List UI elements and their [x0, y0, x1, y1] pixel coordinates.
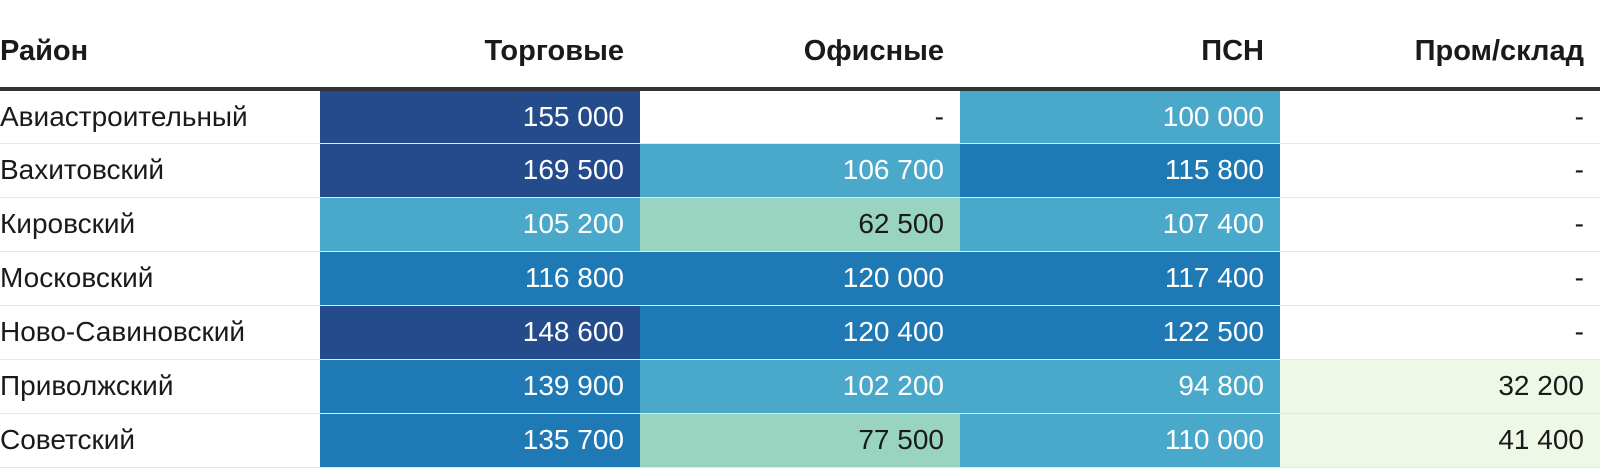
- heatmap-cell: 107 400: [960, 197, 1280, 252]
- district-name: Московский: [0, 251, 320, 306]
- table-body: Авиастроительный 155 000-100 000- Вахитовс…: [0, 89, 1600, 468]
- heatmap-cell: 135 700: [320, 413, 640, 468]
- column-header-1: Торговые: [320, 0, 640, 91]
- heatmap-cell: 169 500: [320, 143, 640, 198]
- table-row: Вахитовский 169 500 106 700 115 800-: [0, 143, 1600, 198]
- heatmap-cell: 120 400: [640, 305, 960, 360]
- heatmap-cell: 120 000: [640, 251, 960, 306]
- table-row: Авиастроительный 155 000-100 000-: [0, 89, 1600, 144]
- heatmap-cell: -: [1280, 251, 1600, 306]
- column-header-0: Район: [0, 0, 320, 91]
- column-header-4: Пром/склад: [1280, 0, 1600, 91]
- heatmap-cell: 148 600: [320, 305, 640, 360]
- heatmap-cell: 62 500: [640, 197, 960, 252]
- heatmap-cell: 116 800: [320, 251, 640, 306]
- heatmap-cell: 139 900: [320, 359, 640, 414]
- heatmap-cell: 115 800: [960, 143, 1280, 198]
- heatmap-cell: -: [1280, 305, 1600, 360]
- heatmap-cell: 105 200: [320, 197, 640, 252]
- column-header-2: Офисные: [640, 0, 960, 91]
- heatmap-cell: 77 500: [640, 413, 960, 468]
- table-row: Московский 116 800 120 000 117 400-: [0, 251, 1600, 306]
- heatmap-cell: 117 400: [960, 251, 1280, 306]
- table-row: Советский 135 700 77 500 110 000 41 400: [0, 413, 1600, 468]
- district-name: Кировский: [0, 197, 320, 252]
- district-name: Советский: [0, 413, 320, 468]
- district-name: Вахитовский: [0, 143, 320, 198]
- column-header-3: ПСН: [960, 0, 1280, 91]
- header-row: Район Торговые Офисные ПСН Пром/склад: [0, 0, 1600, 91]
- heatmap-cell: 94 800: [960, 359, 1280, 414]
- heatmap-cell: 41 400: [1280, 413, 1600, 468]
- table-row: Ново-Савиновский 148 600 120 400 122 500-: [0, 305, 1600, 360]
- heatmap-cell: -: [1280, 89, 1600, 144]
- district-name: Авиастроительный: [0, 89, 320, 144]
- heatmap-cell: 110 000: [960, 413, 1280, 468]
- table-header: Район Торговые Офисные ПСН Пром/склад: [0, 0, 1600, 91]
- table-row: Приволжский 139 900 102 200 94 800 32 200: [0, 359, 1600, 414]
- heatmap-cell: 106 700: [640, 143, 960, 198]
- district-name: Ново-Савиновский: [0, 305, 320, 360]
- heatmap-cell: 155 000: [320, 89, 640, 144]
- heatmap-cell: 102 200: [640, 359, 960, 414]
- heatmap-cell: -: [1280, 143, 1600, 198]
- heatmap-cell: -: [640, 89, 960, 144]
- heatmap-cell: 32 200: [1280, 359, 1600, 414]
- heatmap-cell: 100 000: [960, 89, 1280, 144]
- table-row: Кировский 105 200 62 500 107 400-: [0, 197, 1600, 252]
- heatmap-cell: 122 500: [960, 305, 1280, 360]
- district-name: Приволжский: [0, 359, 320, 414]
- heatmap-cell: -: [1280, 197, 1600, 252]
